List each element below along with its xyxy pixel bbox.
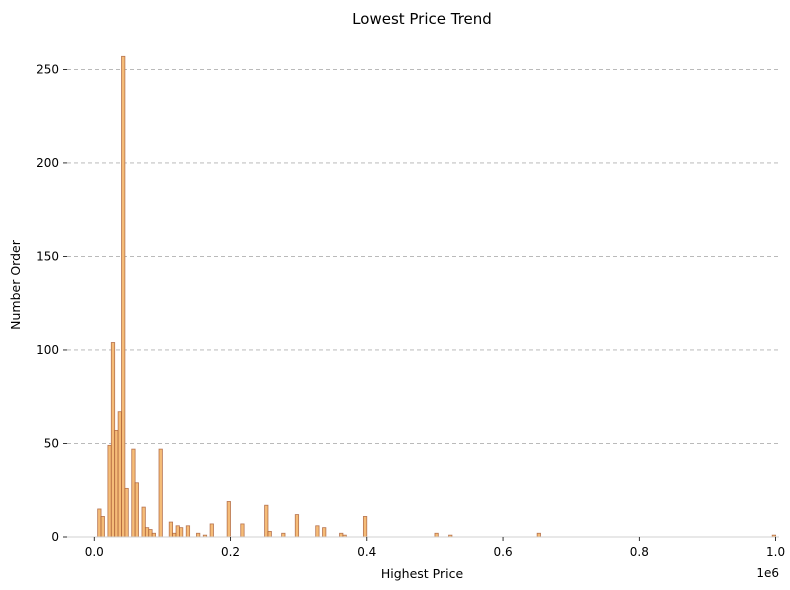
histogram-bar [158,448,163,538]
bar-layer [97,55,776,538]
histogram-bar [434,532,439,538]
histogram-bar [179,527,184,538]
x-tick-label: 0.4 [357,545,376,559]
histogram-bar [168,521,174,538]
histogram-bar [294,514,300,538]
x-tick-label: 0.6 [494,545,513,559]
y-tick-label: 50 [44,436,59,450]
histogram-bar [110,342,116,538]
y-tick-label: 150 [36,249,59,263]
histogram-bar [134,482,139,538]
y-tick-layer: 0 50 100 150 200 250 [36,62,67,544]
x-tick-label: 0.8 [630,545,649,559]
histogram-bar [240,523,245,538]
x-tick-label: 0.2 [221,545,240,559]
y-tick-label: 250 [36,62,59,76]
histogram-bar [144,527,150,538]
grid-layer [67,68,779,444]
histogram-bar [264,504,269,538]
histogram-bar [226,501,231,538]
x-tick-label: 0.0 [85,545,104,559]
y-axis-label: Number Order [8,239,23,330]
histogram-bar [151,532,156,538]
chart-title: Lowest Price Trend [352,10,492,28]
histogram-bar [172,532,177,538]
histogram-bar [141,506,146,538]
histogram-bar [97,508,102,538]
x-offset-label: 1e6 [756,566,779,580]
histogram-bar [209,523,214,538]
histogram-bar [315,525,320,538]
histogram-bar [121,55,126,538]
histogram-bar [175,525,180,538]
histogram-bar [281,532,286,538]
histogram-bar [185,525,191,538]
histogram-bar [131,448,136,538]
histogram-bar [339,532,344,538]
histogram-bar [322,527,327,538]
histogram-bar [114,429,119,538]
histogram-bar [267,530,272,538]
histogram-bar [107,444,112,538]
histogram-bar [196,532,201,538]
x-tick-label: 1.0 [766,545,785,559]
y-tick-label: 100 [36,343,59,357]
histogram-bar [124,487,129,538]
y-tick-label: 200 [36,156,59,170]
histogram-bar [117,411,122,538]
histogram-bar [100,516,105,538]
y-tick-label: 0 [51,530,59,544]
histogram-bar [362,516,368,538]
x-axis-label: Highest Price [381,566,464,581]
x-tick-layer: 0.0 0.2 0.4 0.6 0.8 1.0 [85,537,785,559]
histogram-bar [536,532,541,538]
histogram-bar [148,529,153,538]
